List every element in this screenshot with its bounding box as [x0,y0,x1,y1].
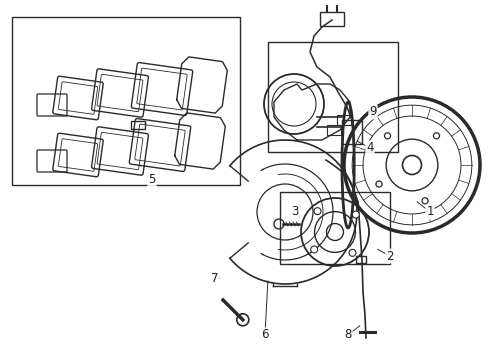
Text: 8: 8 [344,328,351,342]
Bar [267,42,397,152]
Circle shape [375,181,381,187]
Bar [12,17,240,185]
Bar [336,115,350,125]
Circle shape [310,246,317,253]
Bar [341,120,361,144]
Text: 1: 1 [426,206,433,219]
Bar [131,121,145,129]
Text: 6: 6 [261,328,268,342]
Text: 3: 3 [291,206,298,219]
Bar [355,256,365,263]
Bar [326,125,340,135]
Text: 4: 4 [366,141,373,154]
Text: 2: 2 [386,249,393,262]
Circle shape [384,133,390,139]
Circle shape [313,208,320,215]
Circle shape [421,198,427,204]
Bar [319,12,343,26]
Text: 5: 5 [148,174,155,186]
Text: 7: 7 [211,271,218,284]
Circle shape [432,133,439,139]
Circle shape [352,211,359,218]
Circle shape [348,249,355,256]
Text: 9: 9 [368,105,376,118]
Bar [280,192,389,264]
